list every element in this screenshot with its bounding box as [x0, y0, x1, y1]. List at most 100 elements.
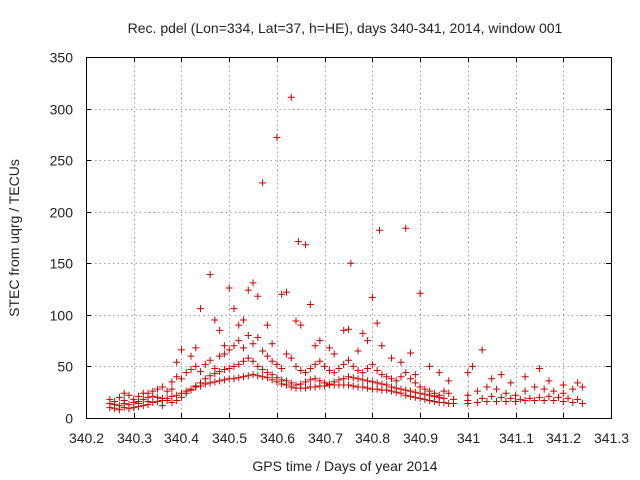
data-point: [359, 383, 367, 391]
data-point: [120, 396, 128, 404]
data-point: [550, 396, 558, 404]
data-point: [464, 369, 472, 377]
data-point: [225, 364, 233, 372]
y-axis-label: STEC from uqrg / TECUs: [6, 159, 22, 317]
data-point: [345, 356, 352, 364]
data-point: [364, 377, 372, 385]
data-point: [268, 340, 276, 348]
data-point: [450, 395, 457, 403]
data-point: [254, 362, 262, 370]
data-point: [373, 367, 381, 375]
data-point: [282, 288, 290, 296]
data-point: [149, 399, 157, 407]
data-point: [135, 400, 142, 408]
data-point: [168, 385, 176, 393]
data-point: [574, 379, 582, 387]
data-point: [216, 368, 224, 376]
data-point: [273, 133, 281, 141]
data-point: [206, 271, 214, 279]
data-point: [311, 383, 319, 391]
data-point: [545, 392, 553, 400]
data-point: [531, 396, 539, 404]
data-point: [440, 387, 448, 395]
data-point: [240, 373, 247, 381]
data-point: [440, 394, 448, 402]
data-point: [354, 367, 362, 375]
data-point: [259, 373, 267, 381]
data-point: [483, 383, 491, 391]
data-point: [278, 290, 286, 298]
data-point: [292, 317, 300, 325]
data-point: [297, 380, 305, 388]
data-point: [569, 399, 577, 407]
data-point: [483, 397, 491, 405]
data-point: [521, 396, 529, 404]
data-point: [230, 342, 238, 350]
data-point: [473, 399, 481, 407]
data-point: [555, 393, 562, 401]
data-point: [201, 360, 209, 368]
data-point: [435, 391, 443, 399]
data-point: [216, 377, 224, 385]
data-point: [569, 385, 577, 393]
data-point: [177, 393, 185, 401]
data-point: [507, 379, 515, 387]
data-point: [340, 360, 348, 368]
data-point: [230, 362, 238, 370]
x-tick-label: 341.2: [546, 430, 581, 446]
data-point: [464, 391, 472, 399]
data-point: [240, 357, 247, 365]
plot-frame: [86, 57, 612, 419]
data-point: [268, 371, 276, 379]
data-point: [540, 385, 548, 393]
data-point: [478, 394, 486, 402]
data-point: [421, 385, 429, 393]
data-point: [235, 321, 243, 329]
data-point: [254, 292, 262, 300]
data-point: [469, 362, 477, 370]
data-point: [416, 289, 424, 297]
data-point: [282, 377, 290, 385]
data-point: [578, 383, 586, 391]
data-point: [359, 376, 367, 384]
data-point: [578, 400, 586, 408]
data-point: [197, 305, 205, 313]
grid-layer: [86, 57, 611, 418]
data-point: [125, 391, 133, 399]
data-point: [354, 347, 362, 355]
data-point: [397, 373, 405, 381]
data-point: [282, 350, 290, 358]
data-point: [426, 362, 434, 370]
data-point: [345, 373, 352, 381]
data-point: [244, 331, 252, 339]
data-point: [559, 389, 567, 397]
data-point: [235, 360, 243, 368]
data-point: [492, 397, 500, 405]
data-point: [173, 396, 181, 404]
data-point: [564, 394, 572, 402]
data-point: [545, 377, 553, 385]
data-point: [364, 384, 372, 392]
data-point: [259, 366, 267, 374]
data-point: [512, 397, 520, 405]
data-point: [364, 364, 372, 372]
data-point: [220, 350, 228, 358]
data-point: [316, 337, 324, 345]
data-point: [306, 376, 314, 384]
data-point: [220, 366, 228, 374]
data-point: [287, 93, 295, 101]
data-point: [273, 374, 281, 382]
x-tick-label: 340.8: [355, 430, 390, 446]
data-point: [287, 379, 295, 387]
data-point: [376, 226, 384, 234]
data-point: [244, 286, 252, 294]
data-point: [445, 377, 453, 385]
data-point: [373, 319, 381, 327]
chart-title: Rec. pdel (Lon=334, Lat=37, h=HE), days …: [128, 20, 563, 36]
data-point: [392, 384, 400, 392]
data-point: [526, 394, 534, 402]
data-point: [316, 357, 324, 365]
data-point: [521, 373, 529, 381]
y-tick-label: 0: [65, 411, 73, 427]
data-point: [502, 397, 510, 405]
